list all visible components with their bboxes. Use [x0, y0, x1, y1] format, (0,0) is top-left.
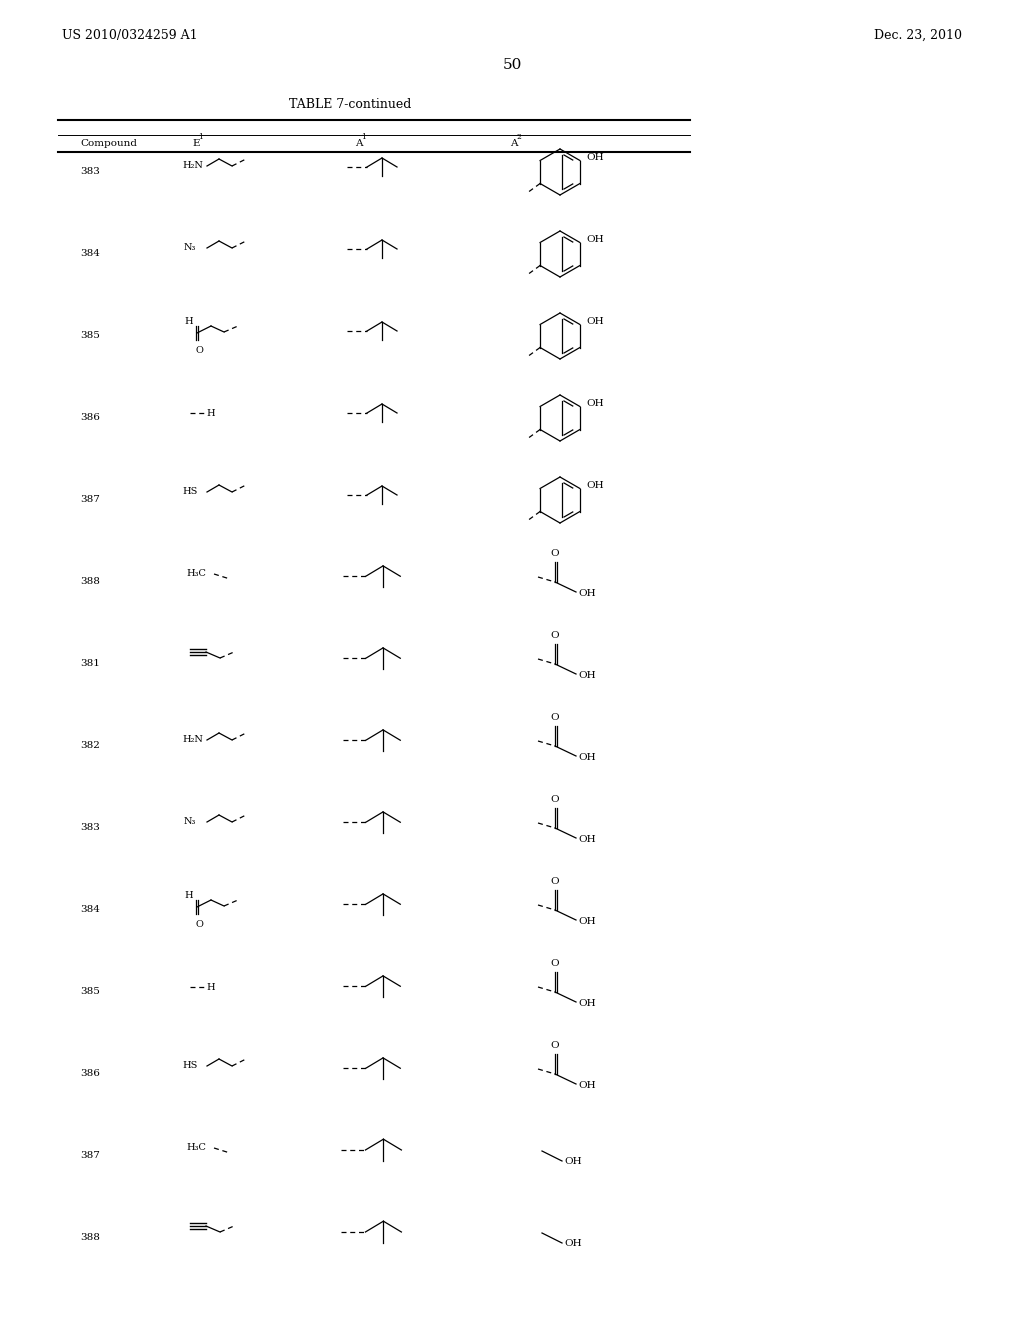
Text: O: O — [551, 1041, 559, 1049]
Text: H: H — [184, 318, 193, 326]
Text: O: O — [551, 960, 559, 968]
Text: O: O — [551, 713, 559, 722]
Text: N₃: N₃ — [184, 243, 197, 252]
Text: OH: OH — [564, 1156, 582, 1166]
Text: H: H — [206, 408, 215, 417]
Text: OH: OH — [578, 999, 596, 1008]
Text: O: O — [551, 795, 559, 804]
Text: H: H — [184, 891, 193, 900]
Text: H₃C: H₃C — [186, 1143, 206, 1152]
Text: H₂N: H₂N — [182, 735, 203, 744]
Text: OH: OH — [578, 754, 596, 763]
Text: A: A — [510, 140, 517, 149]
Text: O: O — [195, 920, 203, 929]
Text: N₃: N₃ — [184, 817, 197, 826]
Text: OH: OH — [578, 836, 596, 845]
Text: H₂N: H₂N — [182, 161, 203, 170]
Text: 381: 381 — [80, 660, 100, 668]
Text: 386: 386 — [80, 413, 100, 422]
Text: O: O — [551, 631, 559, 640]
Text: 1: 1 — [361, 133, 366, 141]
Text: 388: 388 — [80, 1233, 100, 1242]
Text: 384: 384 — [80, 906, 100, 915]
Text: 385: 385 — [80, 987, 100, 997]
Text: 382: 382 — [80, 742, 100, 751]
Text: E: E — [193, 140, 200, 149]
Text: 383: 383 — [80, 168, 100, 177]
Text: OH: OH — [586, 153, 603, 162]
Text: TABLE 7-continued: TABLE 7-continued — [289, 99, 412, 111]
Text: 384: 384 — [80, 249, 100, 259]
Text: O: O — [551, 549, 559, 558]
Text: 387: 387 — [80, 1151, 100, 1160]
Text: OH: OH — [578, 917, 596, 927]
Text: US 2010/0324259 A1: US 2010/0324259 A1 — [62, 29, 198, 41]
Text: H: H — [206, 982, 215, 991]
Text: 50: 50 — [503, 58, 521, 73]
Text: OH: OH — [578, 1081, 596, 1090]
Text: 1: 1 — [198, 133, 203, 141]
Text: HS: HS — [182, 487, 198, 496]
Text: HS: HS — [182, 1061, 198, 1071]
Text: O: O — [195, 346, 203, 355]
Text: 388: 388 — [80, 578, 100, 586]
Text: OH: OH — [586, 480, 603, 490]
Text: OH: OH — [578, 590, 596, 598]
Text: Compound: Compound — [80, 140, 137, 149]
Text: OH: OH — [564, 1238, 582, 1247]
Text: 386: 386 — [80, 1069, 100, 1078]
Text: H₃C: H₃C — [186, 569, 206, 578]
Text: O: O — [551, 876, 559, 886]
Text: OH: OH — [586, 235, 603, 244]
Text: 383: 383 — [80, 824, 100, 833]
Text: Dec. 23, 2010: Dec. 23, 2010 — [874, 29, 962, 41]
Text: 387: 387 — [80, 495, 100, 504]
Text: 385: 385 — [80, 331, 100, 341]
Text: OH: OH — [578, 672, 596, 681]
Text: 2: 2 — [516, 133, 521, 141]
Text: OH: OH — [586, 317, 603, 326]
Text: OH: OH — [586, 399, 603, 408]
Text: A: A — [355, 140, 362, 149]
